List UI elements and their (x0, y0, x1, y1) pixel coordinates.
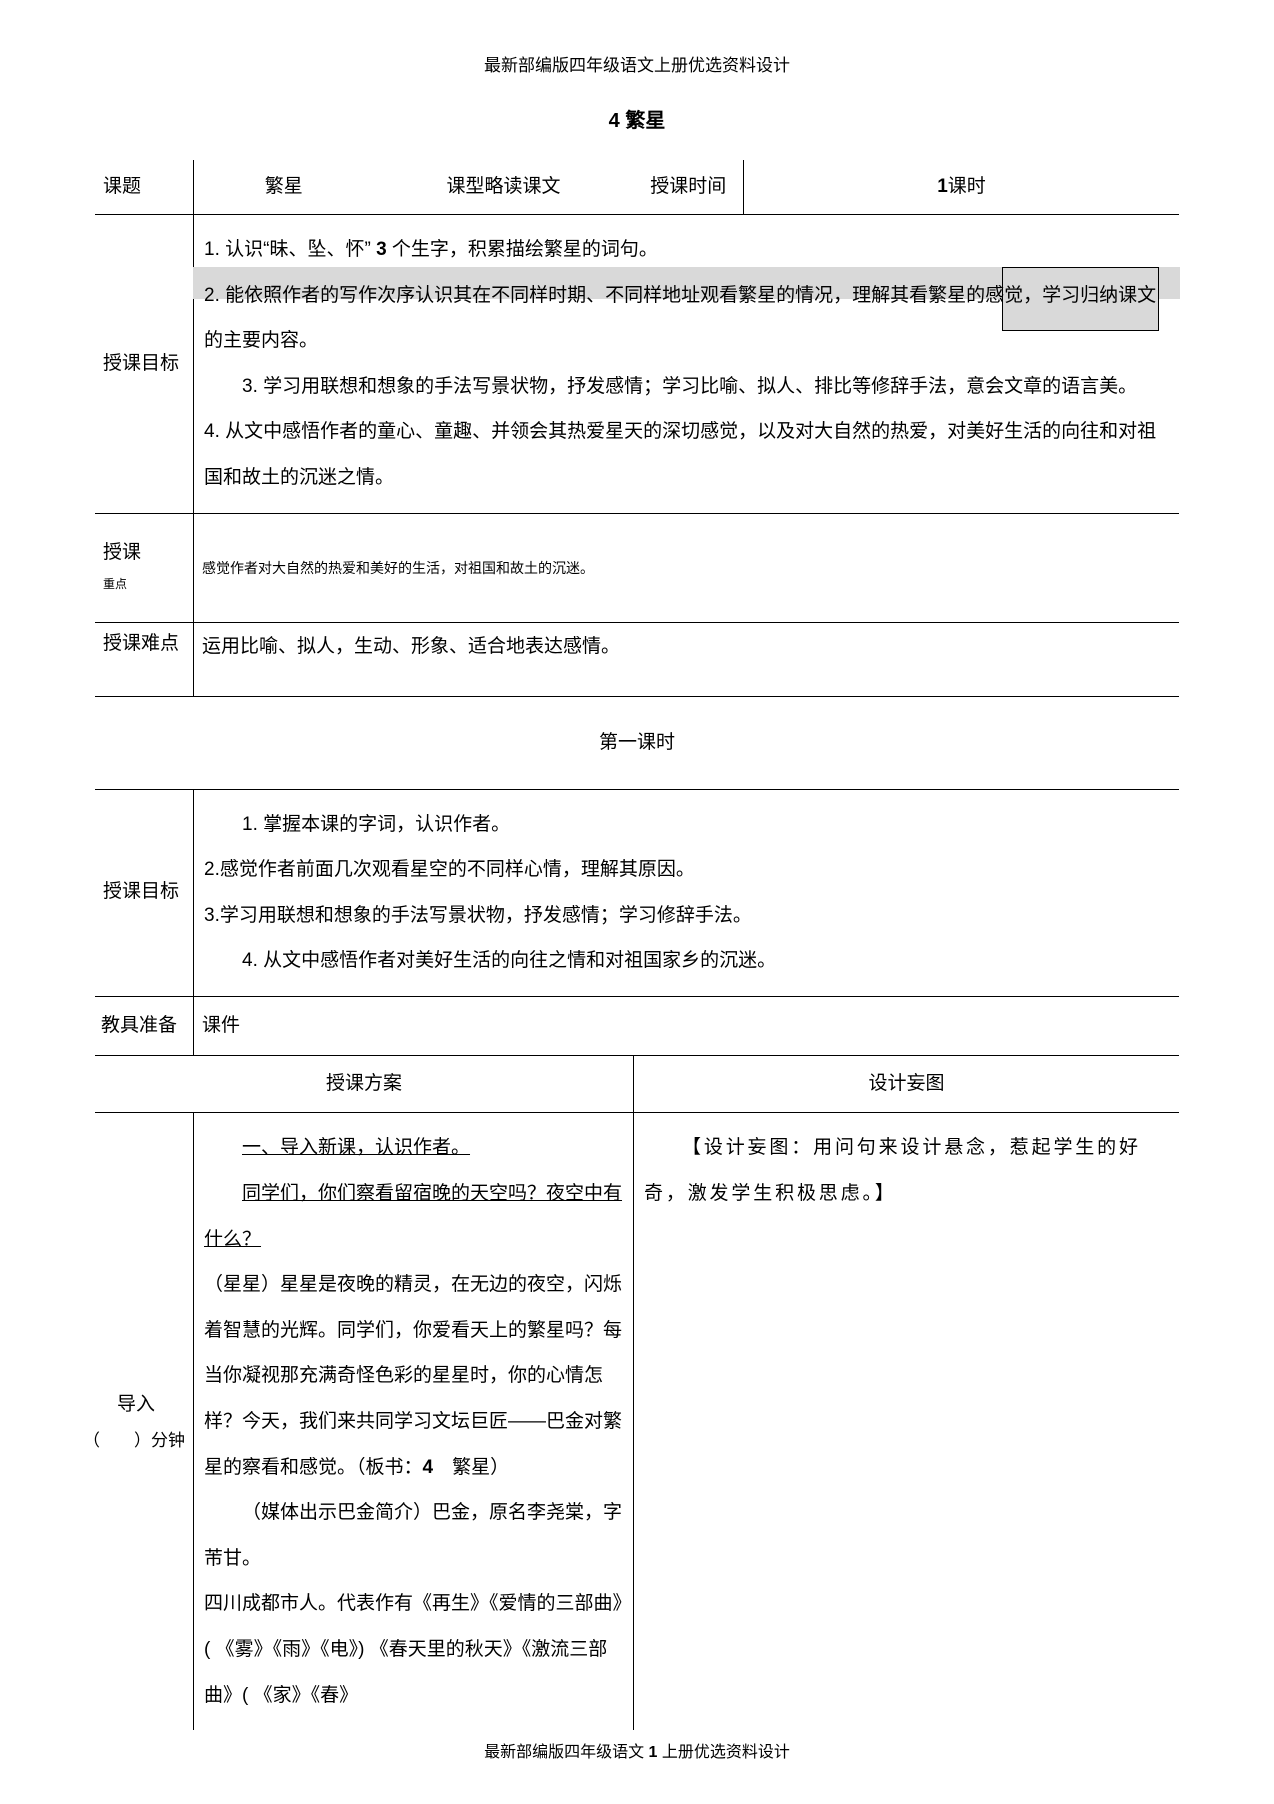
lesson-goal-4: 4. 从文中感悟作者对美好生活的向往之情和对祖国家乡的沉迷。 (204, 938, 1169, 984)
value-topic: 繁星 (194, 160, 374, 214)
goals-content-top: 1. 认识“昧、坠、怀” 3 个生字，积累描绘繁星的词句。 2. 能依照作者的写… (194, 215, 1180, 364)
intro-p2: 同学们，你们察看留宿晚的天空吗？夜空中有什么？ (204, 1171, 623, 1262)
intro-p5: 四川成都市人。代表作有《再生》《爱情的三部曲》( 《雾》《雨》《电》) 《春天里… (204, 1581, 623, 1718)
doc-title: 4 繁星 (95, 102, 1179, 140)
tools-value: 课件 (194, 997, 1180, 1056)
page-footer: 最新部编版四年级语文 1 上册优选资料设计 (95, 1738, 1179, 1768)
intro-p4: （媒体出示巴金简介）巴金，原名李尧棠，字芾甘。 (204, 1490, 623, 1581)
label-intro: 导入 （ ）分钟 (95, 1113, 194, 1730)
label-topic: 课题 (95, 160, 194, 214)
label-type: 课型略读课文 (374, 160, 634, 214)
goal-3: 3. 学习用联想和想象的手法写景状物，抒发感情；学习比喻、拟人、排比等修辞手法，… (204, 364, 1169, 410)
keypoint-text: 感觉作者对大自然的热爱和美好的生活，对祖国和故土的沉迷。 (194, 513, 1180, 623)
plan-header: 授课方案 (95, 1056, 634, 1113)
goal-1: 1. 认识“昧、坠、怀” 3 个生字，积累描绘繁星的词句。 (204, 227, 1169, 273)
lesson-header: 第一课时 (95, 696, 1179, 789)
lesson-goal-1: 1. 掌握本课的字词，认识作者。 (204, 802, 1169, 848)
lesson-goals-content: 1. 掌握本课的字词，认识作者。 2.感觉作者前面几次观看星空的不同样心情，理解… (194, 789, 1180, 996)
label-difficulty: 授课难点 (95, 623, 194, 696)
intention-header: 设计妄图 (634, 1056, 1180, 1113)
goal-4: 4. 从文中感悟作者的童心、童趣、并领会其热爱星天的深切感觉，以及对大自然的热爱… (204, 409, 1169, 500)
lesson-goal-3: 3.学习用联想和想象的手法写景状物，抒发感情；学习修辞手法。 (204, 893, 1169, 939)
label-keypoint: 授课重点 (95, 513, 194, 623)
label-goals: 授课目标 (95, 215, 194, 514)
title-number: 4 (609, 110, 620, 132)
value-time: 1课时 (744, 160, 1180, 214)
lesson-goal-2: 2.感觉作者前面几次观看星空的不同样心情，理解其原因。 (204, 847, 1169, 893)
goals-content-bottom: 3. 学习用联想和想象的手法写景状物，抒发感情；学习比喻、拟人、排比等修辞手法，… (194, 364, 1180, 513)
goal-2: 2. 能依照作者的写作次序认识其在不同样时期、不同样地址观看繁星的情况，理解其看… (204, 273, 1169, 364)
intro-p1: 一、导入新课，认识作者。 (204, 1125, 623, 1171)
lesson-plan-table: 课题 繁星 课型略读课文 授课时间 1课时 授课目标 1. 认识“昧、坠、怀” … (95, 160, 1179, 1730)
label-time: 授课时间 (634, 160, 744, 214)
difficulty-text: 运用比喻、拟人，生动、形象、适合地表达感情。 (194, 623, 1180, 696)
intro-p3: （星星）星星是夜晚的精灵，在无边的夜空，闪烁着智慧的光辉。同学们，你爱看天上的繁… (204, 1262, 623, 1490)
label-lesson-goals: 授课目标 (95, 789, 194, 996)
label-tools: 教具准备 (95, 997, 194, 1056)
intention-content: 【设计妄图：用问句来设计悬念，惹起学生的好奇，激发学生积极思虑。】 (634, 1113, 1180, 1730)
intro-content: 一、导入新课，认识作者。 同学们，你们察看留宿晚的天空吗？夜空中有什么？ （星星… (194, 1113, 634, 1730)
page-header: 最新部编版四年级语文上册优选资料设计 (95, 50, 1179, 82)
title-text: 繁星 (625, 110, 665, 132)
